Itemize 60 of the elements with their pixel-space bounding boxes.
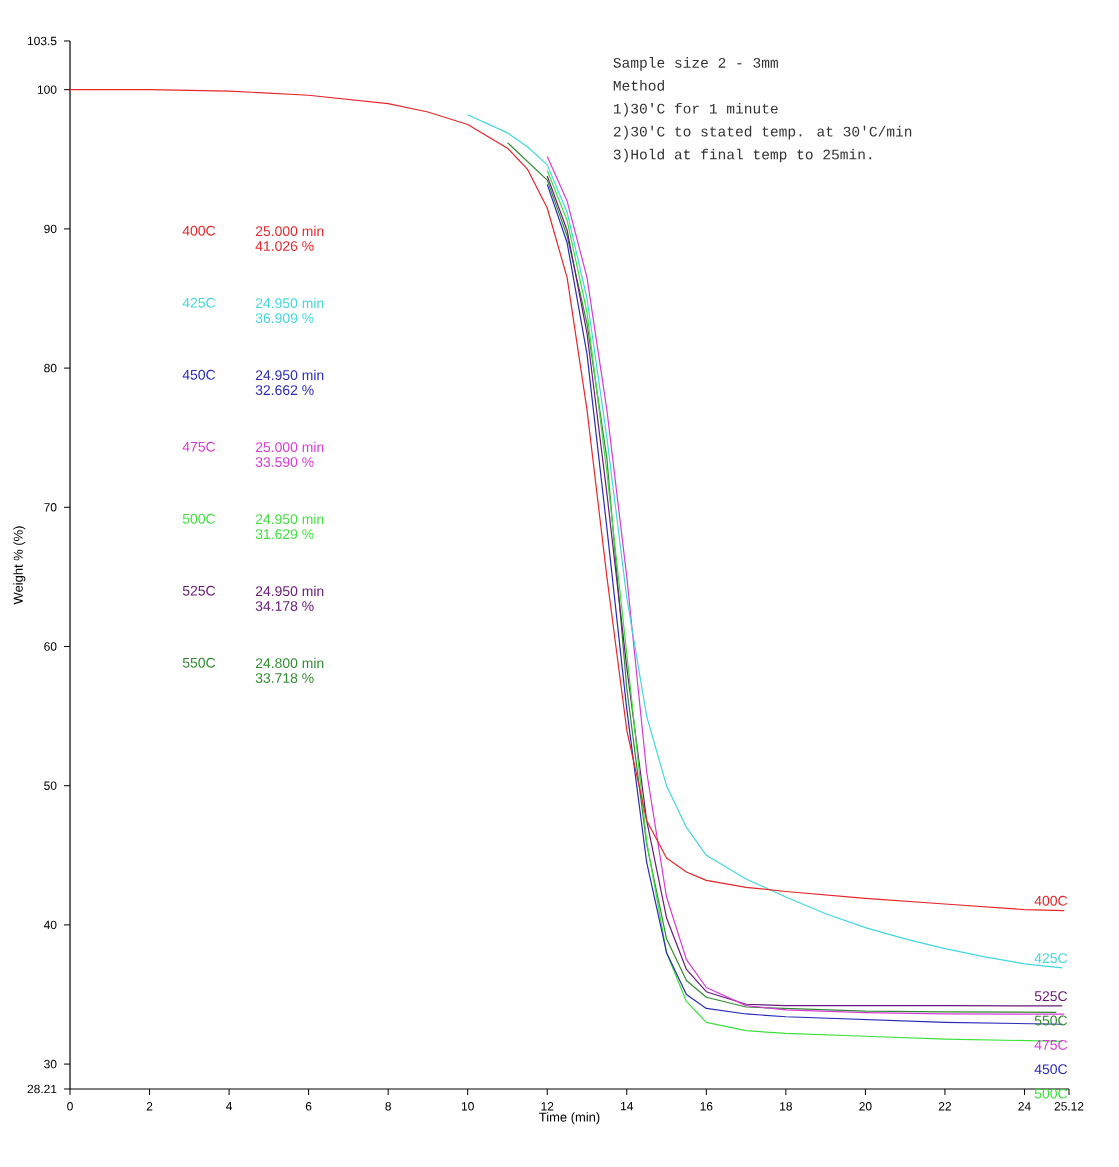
annotation: 2)30'C to stated temp. at 30'C/min: [613, 125, 912, 140]
x-tick-label: 24: [1018, 1102, 1031, 1111]
annotation: 34.178 %: [255, 601, 314, 611]
text: 475C: [182, 441, 216, 452]
annotation: 24.950 min: [255, 513, 324, 525]
x-tick-label: 6: [305, 1102, 312, 1111]
annotation: 24.950 min: [255, 369, 324, 381]
annotation: 32.662 %: [255, 385, 314, 395]
annotation: Sample size 2 - 3mm: [613, 57, 778, 71]
annotation: 31.629 %: [255, 529, 314, 540]
x-tick-label: 20: [859, 1102, 872, 1111]
y-tick-label: 40: [43, 920, 57, 930]
x-tick-label: 10: [461, 1102, 474, 1111]
annotation: 24.950 min: [255, 585, 324, 597]
x-tick-label: 12: [541, 1102, 554, 1111]
text: 425C: [182, 297, 216, 308]
annotation: 24.950 min: [255, 297, 324, 309]
y-tick-label: 80: [44, 363, 57, 373]
y-tick-label: 50: [44, 781, 57, 790]
y-tick-label: 90: [44, 224, 57, 234]
y-tick-label: 70: [44, 503, 57, 512]
x-tick-label: 0: [67, 1102, 73, 1111]
annotation: 24.800 min: [255, 657, 324, 669]
annotation: 1)30'C for 1 minute: [613, 102, 778, 117]
annotation: 25.000 min: [255, 441, 324, 453]
annotation: 33.590 %: [255, 457, 314, 467]
x-tick-label: 22: [938, 1102, 951, 1111]
text: 550C: [182, 657, 216, 668]
text: 525C: [182, 585, 216, 596]
x-tick-label: 4: [226, 1102, 233, 1111]
series-label: 400C: [1034, 895, 1068, 906]
series-label: 425C: [1034, 953, 1068, 964]
text: 450C: [1034, 1064, 1068, 1075]
y-tick-label: 30: [44, 1059, 57, 1069]
annotation: 3)Hold at final temp to 25min.: [613, 148, 872, 163]
series-label: 550C: [1034, 1015, 1068, 1026]
series-label: 475C: [1034, 1039, 1068, 1050]
annotation: 41.026 %: [255, 241, 314, 251]
annotation: 36.909 %: [255, 313, 314, 324]
annotation: Method: [613, 80, 664, 91]
x-tick-label: 14: [621, 1102, 634, 1111]
line-series: [69, 89, 1065, 912]
series-label: 525C: [1034, 991, 1068, 1002]
annotation: 25.000 min: [255, 225, 324, 237]
text: 500C: [1034, 1088, 1068, 1099]
y-tick-label: 103.5: [27, 36, 57, 46]
text: 400C: [182, 225, 216, 236]
x-tick-label: 25.12: [1054, 1102, 1084, 1111]
x-tick-label: 16: [700, 1102, 713, 1111]
y-tick-label: 60: [44, 642, 57, 651]
x-tick-label: 8: [385, 1102, 391, 1111]
y-tick-label: 100: [37, 85, 57, 94]
text: 450C: [182, 369, 216, 380]
y-tick-label: 28.21: [27, 1084, 57, 1094]
y-axis-title: Weight % (%): [13, 526, 26, 605]
x-axis-title: Time (min): [539, 1112, 600, 1125]
text: 500C: [182, 513, 216, 524]
annotation: 33.718 %: [255, 673, 314, 683]
x-tick-label: 18: [780, 1102, 792, 1111]
x-tick-label: 2: [146, 1102, 153, 1111]
